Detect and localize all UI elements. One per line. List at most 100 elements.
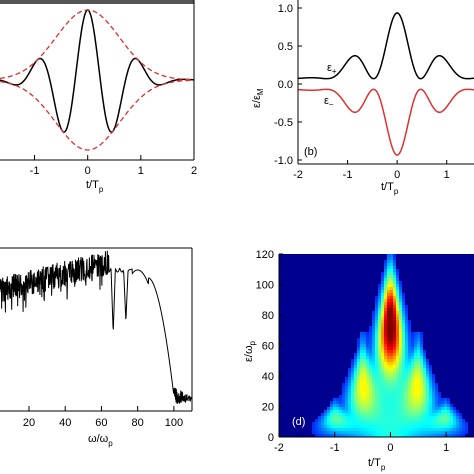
panel-d-heat-cell	[441, 428, 444, 431]
panel-d-heat-cell	[387, 299, 390, 302]
panel-d-heat-cell	[408, 353, 411, 356]
panel-d-heat-cell	[399, 386, 402, 389]
panel-d-heat-cell	[342, 389, 345, 392]
panel-d-heat-cell	[348, 389, 351, 392]
panel-d-heat-cell	[387, 323, 390, 326]
panel-d-label: (d)	[292, 416, 305, 428]
panel-c: 20 40 60 80 100 ω/ωp	[0, 247, 193, 448]
panel-d-heat-cell	[411, 416, 414, 419]
panel-d-heat-cell	[369, 416, 372, 419]
panel-d-heat-cell	[321, 416, 324, 419]
panel-d-heat-cell	[393, 431, 396, 434]
panel-d-heat-cell	[390, 413, 393, 416]
panel-d-heat-cell	[381, 410, 384, 413]
panel-d-heat-cell	[393, 368, 396, 371]
panel-d-heat-cell	[384, 260, 387, 263]
panel-d-heat-cell	[408, 368, 411, 371]
panel-d-heat-cell	[348, 383, 351, 386]
panel-d-heat-cell	[390, 332, 393, 335]
panel-c-xtick-label: 40	[59, 417, 71, 429]
panel-d-heat-cell	[360, 404, 363, 407]
panel-d-heat-cell	[345, 383, 348, 386]
panel-d-heat-cell	[411, 422, 414, 425]
panel-d-heat-cell	[390, 362, 393, 365]
panel-d-heat-cell	[372, 365, 375, 368]
panel-d-heat-cell	[378, 374, 381, 377]
panel-d-heat-cell	[384, 308, 387, 311]
panel-d-heat-cell	[372, 389, 375, 392]
panel-d-heat-cell	[375, 347, 378, 350]
panel-d-heat-cell	[444, 428, 447, 431]
panel-d-heat-cell	[408, 377, 411, 380]
panel-d-heat-cell	[366, 395, 369, 398]
panel-d-heat-cell	[408, 419, 411, 422]
panel-d-heat-cell	[420, 410, 423, 413]
panel-d-heat-cell	[375, 389, 378, 392]
panel-d-heat-cell	[360, 395, 363, 398]
panel-d-heat-cell	[420, 404, 423, 407]
panel-d-heat-cell	[420, 332, 423, 335]
panel-d-heat-cell	[402, 323, 405, 326]
panel-d-heat-cell	[456, 431, 459, 434]
panel-d-heat-cell	[456, 434, 459, 437]
panel-d-heat-cell	[366, 380, 369, 383]
panel-d-heat-cell	[417, 389, 420, 392]
panel-d-heat-cell	[411, 419, 414, 422]
panel-d-heat-cell	[381, 377, 384, 380]
panel-d-heat-cell	[426, 410, 429, 413]
panel-d-heat-cell	[438, 404, 441, 407]
panel-d-heat-cell	[321, 428, 324, 431]
panel-d-heat-cell	[381, 404, 384, 407]
panel-d-heat-cell	[408, 338, 411, 341]
panel-d-heat-cell	[405, 347, 408, 350]
panel-d-heat-cell	[420, 335, 423, 338]
panel-d-heat-cell	[384, 398, 387, 401]
panel-d-heat-cell	[378, 311, 381, 314]
panel-d-heat-cell	[435, 431, 438, 434]
panel-d-heat-cell	[426, 416, 429, 419]
panel-d-heat-cell	[375, 395, 378, 398]
panel-d-heat-cell	[387, 308, 390, 311]
panel-d-heat-cell	[396, 296, 399, 299]
panel-b-ytick-label: -0.5	[274, 117, 293, 129]
panel-d-heat-cell	[417, 371, 420, 374]
panel-b-xtick-label: -2	[293, 169, 303, 181]
panel-d-heat-cell	[381, 323, 384, 326]
panel-d-heat-cell	[420, 419, 423, 422]
panel-d-heat-cell	[375, 299, 378, 302]
panel-d-heat-cell	[387, 332, 390, 335]
panel-d-heat-cell	[384, 338, 387, 341]
panel-d-heat-cell	[327, 416, 330, 419]
panel-d-heat-cell	[402, 338, 405, 341]
panel-d-heat-cell	[381, 398, 384, 401]
panel-d-heat-cell	[354, 395, 357, 398]
panel-d-heat-cell	[453, 407, 456, 410]
panel-d-heat-cell	[429, 386, 432, 389]
panel-d-heat-cell	[333, 416, 336, 419]
panel-d-heat-cell	[411, 404, 414, 407]
panel-d-heat-cell	[408, 392, 411, 395]
panel-d-heat-cell	[354, 371, 357, 374]
panel-d-heat-cell	[402, 419, 405, 422]
panel-d-heat-cell	[384, 434, 387, 437]
panel-d-heat-cell	[369, 395, 372, 398]
panel-d-heat-cell	[384, 413, 387, 416]
panel-d-heat-cell	[405, 407, 408, 410]
panel-d-heat-cell	[381, 431, 384, 434]
panel-d-heat-cell	[351, 371, 354, 374]
panel-d-heat-cell	[450, 404, 453, 407]
panel-d-heat-cell	[372, 386, 375, 389]
panel-d-heat-cell	[417, 392, 420, 395]
panel-d-heat-cell	[372, 323, 375, 326]
panel-d-heat-cell	[426, 407, 429, 410]
panel-d-heat-cell	[414, 401, 417, 404]
panel-d-heat-cell	[381, 290, 384, 293]
panel-d-heat-cell	[330, 434, 333, 437]
panel-d-heat-cell	[342, 386, 345, 389]
panel-d-heat-cell	[408, 380, 411, 383]
panel-d-heat-cell	[381, 275, 384, 278]
panel-d-heat-cell	[411, 392, 414, 395]
panel-d-heat-cell	[381, 284, 384, 287]
panel-d-heat-cell	[363, 419, 366, 422]
panel-d-heat-cell	[345, 416, 348, 419]
